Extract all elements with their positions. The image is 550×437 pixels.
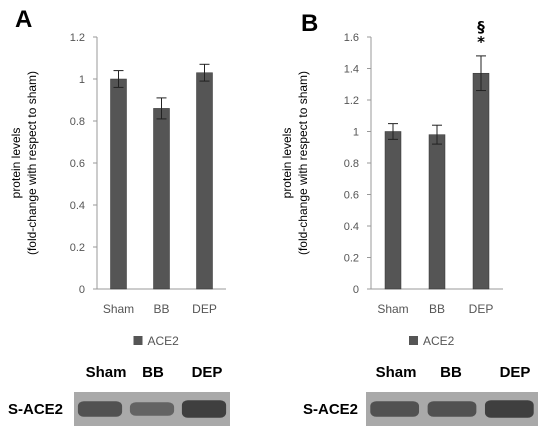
y-tick-label: 1.4 bbox=[344, 64, 359, 76]
x-tick-label: Sham bbox=[103, 302, 134, 316]
bar-sham bbox=[384, 131, 402, 290]
y-tick-label: 0.6 bbox=[344, 190, 359, 202]
bar-dep bbox=[196, 72, 213, 290]
bar-dep bbox=[472, 72, 490, 290]
legend-swatch bbox=[133, 336, 143, 345]
y-tick-label: 0 bbox=[353, 284, 359, 296]
bar-bb bbox=[428, 134, 446, 290]
y-tick-label: 0.4 bbox=[70, 200, 85, 212]
y-tick-label: 0 bbox=[79, 284, 85, 296]
y-tick-label: 0.2 bbox=[344, 253, 359, 265]
y-tick-label: 0.8 bbox=[344, 158, 359, 170]
panel-letter: B bbox=[301, 10, 318, 37]
significance-mark: § bbox=[477, 18, 485, 36]
y-axis-label: protein levels bbox=[9, 128, 23, 199]
blot-band bbox=[129, 402, 175, 416]
y-tick-label: 1.2 bbox=[344, 95, 359, 107]
blot-band bbox=[77, 401, 123, 417]
y-tick-label: 1 bbox=[79, 74, 85, 86]
legend-swatch bbox=[409, 336, 418, 345]
blot-lane-label: Sham bbox=[86, 364, 127, 381]
y-tick-label: 1.2 bbox=[70, 32, 85, 44]
blot-lane-label: DEP bbox=[500, 364, 531, 381]
y-axis-label: (fold-change with respect to sham) bbox=[296, 71, 310, 255]
x-tick-label: DEP bbox=[469, 302, 494, 316]
y-axis-label: (fold-change with respect to sham) bbox=[25, 71, 39, 255]
blot-row-label: S-ACE2 bbox=[8, 401, 63, 418]
panel-a: A 0 0.2 0.4 0.6 0.8 1 1.2 protein levels (fold-ch… bbox=[8, 6, 230, 426]
bar-sham bbox=[110, 78, 127, 290]
y-tick-label: 1 bbox=[353, 127, 359, 139]
legend-label: ACE2 bbox=[423, 334, 455, 348]
bar-bb bbox=[153, 108, 170, 290]
panel-b: B 0 0.2 0.4 0.6 0.8 1 1.2 1.4 1.6 protein levels (f… bbox=[280, 10, 538, 426]
y-tick-label: 0.8 bbox=[70, 116, 85, 128]
blot-row-label: S-ACE2 bbox=[303, 401, 358, 418]
blot-lane-label: Sham bbox=[376, 364, 417, 381]
x-tick-label: BB bbox=[153, 302, 169, 316]
x-tick-label: BB bbox=[429, 302, 445, 316]
y-tick-label: 0.4 bbox=[344, 221, 359, 233]
blot-lane-label: DEP bbox=[192, 364, 223, 381]
y-tick-label: 1.6 bbox=[344, 32, 359, 44]
y-tick-label: 0.6 bbox=[70, 158, 85, 170]
blot-lane-label: BB bbox=[440, 364, 462, 381]
y-tick-label: 0.2 bbox=[70, 242, 85, 254]
blot-band bbox=[484, 400, 534, 418]
blot-band bbox=[370, 401, 420, 417]
blot-band bbox=[427, 401, 477, 417]
panel-letter: A bbox=[15, 6, 32, 33]
blot-band bbox=[181, 400, 227, 418]
blot-lane-label: BB bbox=[142, 364, 164, 381]
x-tick-label: Sham bbox=[377, 302, 408, 316]
legend-label: ACE2 bbox=[148, 334, 180, 348]
x-tick-label: DEP bbox=[192, 302, 217, 316]
significance-mark: * bbox=[477, 33, 485, 51]
y-axis-label: protein levels bbox=[280, 128, 294, 199]
